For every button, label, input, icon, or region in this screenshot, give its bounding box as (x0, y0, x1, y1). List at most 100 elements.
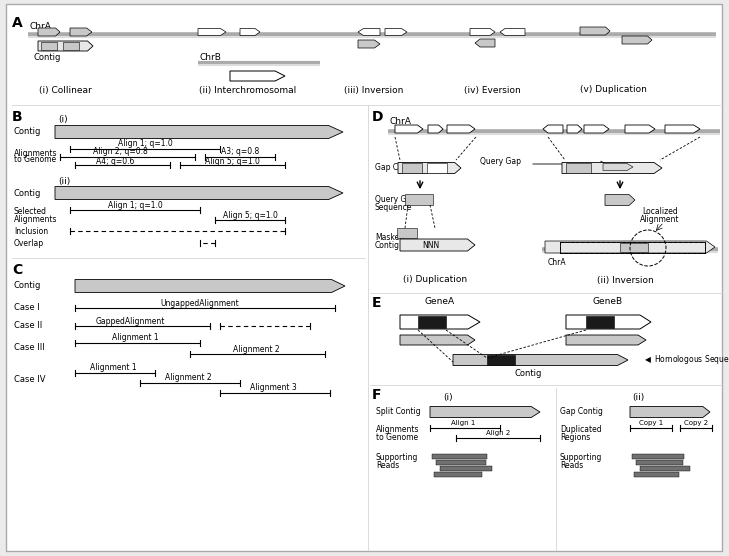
Polygon shape (75, 280, 345, 292)
Polygon shape (665, 125, 700, 133)
Polygon shape (198, 28, 226, 36)
Text: Contig: Contig (34, 52, 61, 62)
Text: A4; q=0.6: A4; q=0.6 (95, 156, 134, 166)
Bar (397, 228, 417, 238)
Text: Masked: Masked (375, 234, 404, 242)
Polygon shape (430, 406, 540, 418)
Polygon shape (358, 28, 380, 36)
Text: ChrA: ChrA (390, 117, 412, 126)
Text: ChrA: ChrA (30, 22, 52, 31)
Polygon shape (622, 36, 652, 44)
Text: Overlap: Overlap (14, 239, 44, 247)
Polygon shape (562, 162, 662, 173)
Bar (418, 316, 446, 328)
Text: ChrA: ChrA (548, 258, 566, 267)
Text: GeneB: GeneB (593, 297, 623, 306)
Bar (640, 466, 690, 471)
Polygon shape (38, 41, 93, 51)
Polygon shape (543, 125, 563, 133)
Text: Align 5; q=1.0: Align 5; q=1.0 (222, 211, 278, 220)
Polygon shape (400, 315, 480, 329)
Polygon shape (240, 28, 260, 36)
Text: (iii) Inversion: (iii) Inversion (344, 86, 404, 95)
Bar (487, 355, 515, 365)
Text: to Genome: to Genome (14, 156, 56, 165)
Text: Contig: Contig (14, 188, 42, 197)
Text: F: F (372, 388, 381, 402)
Polygon shape (605, 195, 635, 206)
Polygon shape (395, 125, 423, 133)
Text: Reads: Reads (376, 460, 399, 469)
Text: Contig: Contig (14, 281, 42, 290)
Text: Alignment 1: Alignment 1 (90, 364, 136, 373)
Polygon shape (398, 162, 461, 173)
Text: (i): (i) (443, 393, 453, 402)
Text: (i) Collinear: (i) Collinear (39, 86, 91, 95)
Text: Alignment 1: Alignment 1 (112, 334, 158, 342)
Bar (436, 460, 486, 465)
Bar (636, 460, 683, 465)
Polygon shape (55, 186, 343, 200)
Text: Contig: Contig (14, 127, 42, 137)
Polygon shape (358, 40, 380, 48)
Text: Align 2; q=0.8: Align 2; q=0.8 (93, 147, 147, 156)
Bar (63, 42, 79, 50)
Bar (586, 316, 614, 328)
Text: Align 5; q=1.0: Align 5; q=1.0 (205, 156, 260, 166)
Text: Supporting: Supporting (560, 454, 602, 463)
Text: UngappedAlignment: UngappedAlignment (160, 299, 239, 307)
Text: (iv) Eversion: (iv) Eversion (464, 86, 521, 95)
Bar (427, 163, 447, 173)
Text: Copy 2: Copy 2 (684, 420, 708, 426)
Text: Align 2: Align 2 (486, 430, 510, 436)
Text: Align 1; q=1.0: Align 1; q=1.0 (108, 201, 163, 210)
Text: Case IV: Case IV (14, 375, 45, 384)
Polygon shape (603, 163, 633, 171)
Bar (440, 466, 492, 471)
Text: C: C (12, 263, 23, 277)
Polygon shape (566, 335, 646, 345)
Text: Case III: Case III (14, 344, 44, 353)
Text: A3; q=0.8: A3; q=0.8 (221, 147, 259, 156)
Text: Alignment: Alignment (640, 215, 679, 224)
Bar (620, 243, 648, 252)
Polygon shape (400, 335, 475, 345)
Polygon shape (567, 125, 582, 133)
Text: Copy 1: Copy 1 (639, 420, 663, 426)
Text: Alignment 3: Alignment 3 (249, 384, 297, 393)
Polygon shape (70, 28, 92, 36)
Polygon shape (400, 239, 475, 251)
Text: Alignment 2: Alignment 2 (233, 345, 279, 354)
Text: Align 1; q=1.0: Align 1; q=1.0 (117, 140, 172, 148)
Text: ChrB: ChrB (200, 53, 222, 62)
Text: Sequence: Sequence (375, 203, 413, 212)
Polygon shape (625, 125, 655, 133)
Bar (632, 454, 684, 459)
Polygon shape (545, 241, 715, 253)
Text: (i): (i) (58, 115, 68, 124)
Text: Alignments: Alignments (376, 425, 419, 434)
Text: Alignments: Alignments (14, 215, 58, 224)
Text: NNN: NNN (422, 241, 440, 250)
Text: (i) Duplication: (i) Duplication (403, 276, 467, 285)
Text: Inclusion: Inclusion (14, 226, 48, 236)
Text: Case I: Case I (14, 304, 40, 312)
Bar (560, 242, 705, 253)
Text: (ii) Interchromosomal: (ii) Interchromosomal (199, 86, 297, 95)
Text: E: E (372, 296, 381, 310)
Bar (566, 163, 591, 173)
Text: Contig: Contig (375, 241, 400, 251)
Text: Split Contig: Split Contig (376, 408, 421, 416)
Text: Align 1: Align 1 (451, 420, 475, 426)
Text: Alignment 2: Alignment 2 (165, 374, 211, 383)
Polygon shape (475, 39, 495, 47)
Text: Selected: Selected (14, 207, 47, 216)
Bar (560, 242, 705, 253)
Polygon shape (584, 125, 609, 133)
Bar (41, 42, 57, 50)
Text: (ii): (ii) (58, 177, 70, 186)
Text: GeneA: GeneA (425, 297, 455, 306)
Text: Query Gap: Query Gap (375, 196, 416, 205)
Text: (ii) Inversion: (ii) Inversion (596, 276, 653, 285)
Text: A: A (12, 16, 23, 30)
